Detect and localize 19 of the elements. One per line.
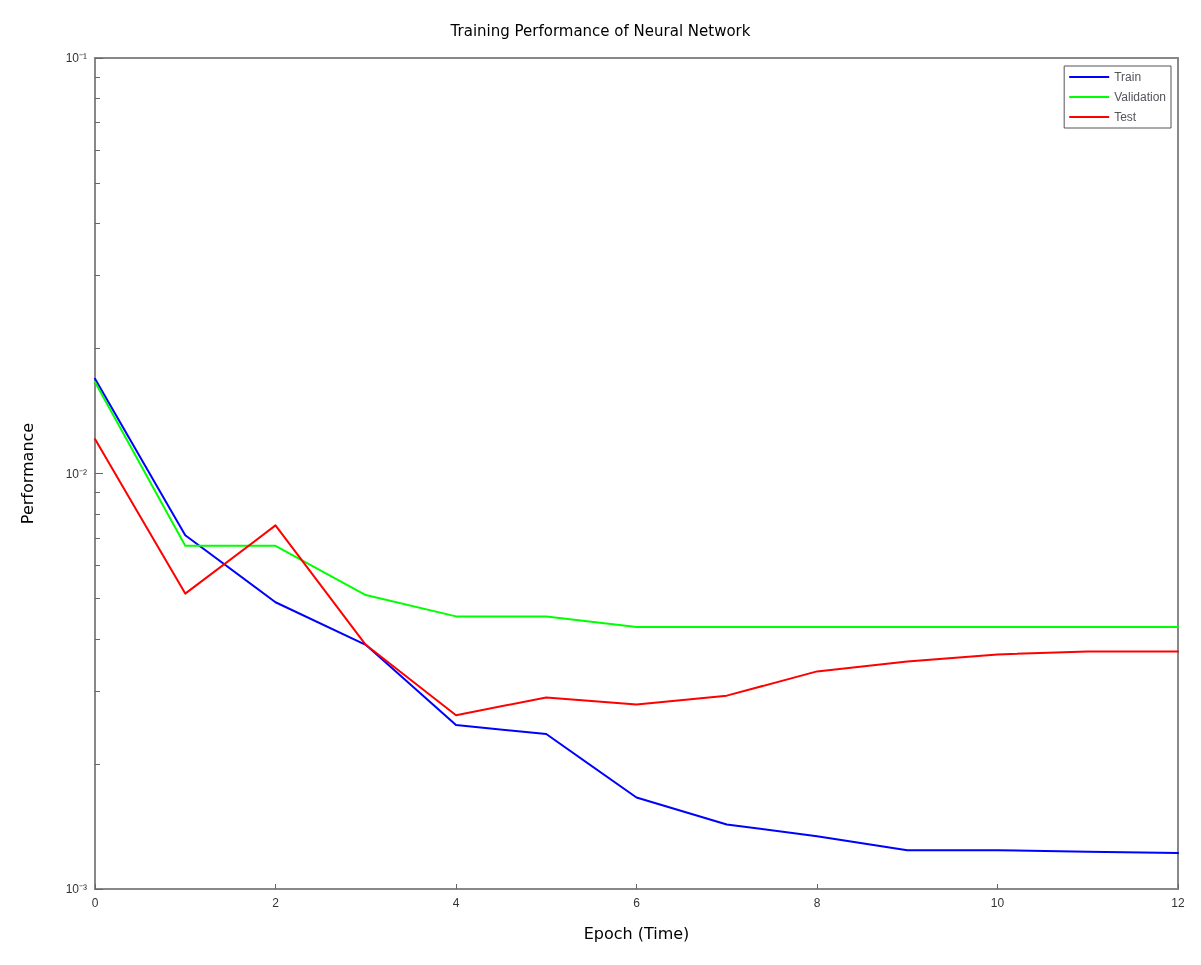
y-tick-label: 10⁻³ [65, 882, 87, 896]
y-axis-title: Performance [17, 422, 37, 525]
legend-label: Train [1114, 70, 1142, 84]
x-tick-label: 12 [1171, 896, 1185, 910]
legend-label: Validation [1114, 90, 1167, 104]
line-series [94, 381, 1179, 629]
x-tick-label: 4 [452, 896, 460, 910]
x-tick-label: 6 [633, 896, 641, 910]
x-tick-label: 0 [91, 896, 99, 910]
x-tick-label: 8 [813, 896, 821, 910]
chart-title: Training Performance of Neural Network [449, 21, 751, 40]
x-tick-label: 2 [272, 896, 280, 910]
y-tick-label: 10⁻¹ [65, 51, 87, 65]
x-tick-label: 10 [990, 896, 1005, 910]
line-series [94, 438, 1179, 717]
legend-label: Test [1114, 110, 1137, 124]
x-axis-title: Epoch (Time) [583, 923, 690, 943]
line-series [94, 377, 1179, 855]
y-tick-label: 10⁻² [65, 466, 87, 481]
